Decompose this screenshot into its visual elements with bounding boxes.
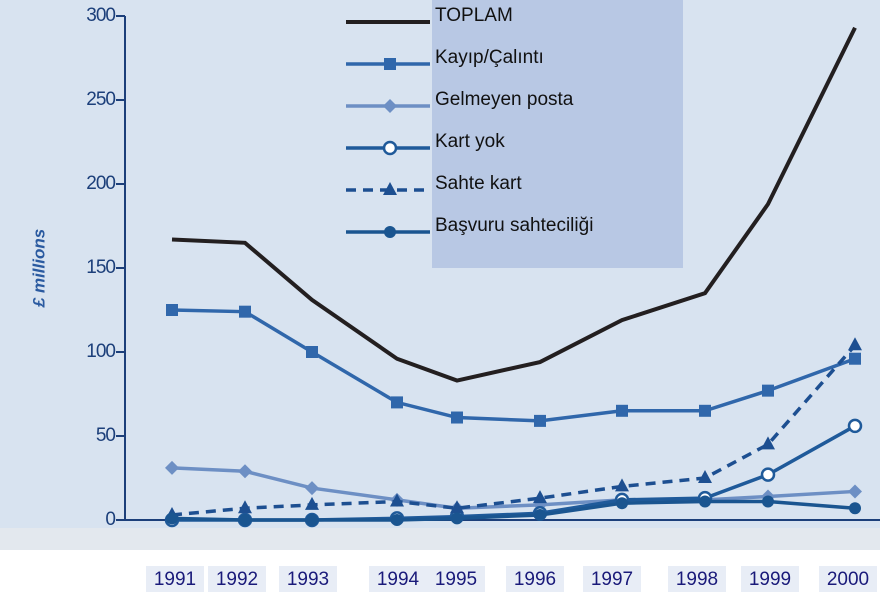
legend-bg — [432, 0, 683, 268]
x-tick-label: 1991 — [154, 569, 196, 590]
marker — [848, 484, 862, 499]
y-axis-label: £ millions — [29, 229, 48, 308]
legend-label: TOPLAM — [435, 5, 513, 26]
marker — [533, 490, 547, 504]
marker — [761, 436, 775, 450]
x-label-bg — [279, 566, 337, 592]
marker — [534, 414, 546, 427]
legend-label: Kart yok — [435, 131, 505, 152]
marker — [306, 514, 318, 526]
y-tick-label: 0 — [105, 509, 115, 530]
marker — [762, 384, 774, 397]
marker — [450, 500, 464, 514]
marker — [391, 514, 403, 526]
legend-label: Gelmeyen posta — [435, 89, 574, 110]
marker — [391, 396, 403, 409]
marker — [847, 418, 863, 434]
series-line — [171, 344, 857, 517]
x-tick-label: 1995 — [435, 569, 477, 590]
marker — [451, 411, 463, 424]
axis-band — [0, 528, 880, 550]
marker — [760, 467, 776, 482]
marker — [451, 512, 463, 525]
x-label-bg — [427, 566, 485, 592]
marker — [534, 508, 546, 521]
y-tick-label: 250 — [86, 89, 115, 110]
marker — [699, 495, 711, 508]
marker — [615, 478, 629, 492]
legend-marker — [382, 140, 398, 156]
marker — [238, 464, 252, 479]
marker — [848, 337, 862, 351]
x-label-bg — [369, 566, 427, 592]
x-tick-label: 1994 — [377, 569, 420, 590]
x-label-bg — [583, 566, 641, 592]
marker — [166, 304, 178, 316]
x-label-bg — [146, 566, 204, 592]
x-label-bg — [506, 566, 564, 592]
x-label-bg — [208, 566, 266, 592]
marker — [699, 404, 711, 417]
legend-label: Sahte kart — [435, 173, 522, 194]
marker — [305, 496, 319, 510]
legend-marker — [384, 226, 396, 238]
marker — [166, 512, 178, 525]
marker — [616, 404, 628, 417]
marker — [239, 514, 251, 526]
x-tick-label: 1998 — [676, 569, 718, 590]
legend-label: Başvuru sahteciliği — [435, 215, 593, 236]
marker — [238, 500, 252, 514]
marker — [849, 502, 861, 515]
x-tick-label: 1997 — [591, 569, 633, 590]
y-tick-label: 200 — [86, 173, 115, 194]
y-tick-label: 150 — [86, 257, 115, 278]
marker — [616, 497, 628, 510]
marker — [698, 470, 712, 483]
marker — [390, 493, 404, 507]
series-line — [171, 308, 856, 423]
y-tick-label: 100 — [86, 341, 115, 362]
x-tick-label: 1993 — [287, 569, 329, 590]
series-line — [171, 466, 856, 510]
series-line — [171, 499, 856, 522]
x-tick-label: 1992 — [216, 569, 258, 590]
series-line — [171, 26, 857, 383]
marker — [165, 460, 179, 475]
marker — [306, 346, 318, 358]
legend-marker — [383, 182, 397, 195]
x-label-bg — [741, 566, 799, 592]
x-label-bg — [668, 566, 726, 592]
legend-marker — [384, 58, 396, 70]
marker — [239, 305, 251, 318]
y-tick-label: 50 — [96, 425, 116, 446]
x-tick-label: 1999 — [749, 569, 791, 590]
legend-marker — [383, 99, 397, 113]
marker — [305, 481, 319, 496]
marker — [849, 352, 861, 365]
x-tick-label: 1996 — [514, 569, 556, 590]
legend-label: Kayıp/Çalıntı — [435, 47, 544, 68]
x-label-bg — [819, 566, 877, 592]
x-tick-label: 2000 — [827, 569, 869, 590]
marker — [762, 495, 774, 508]
y-tick-label: 300 — [86, 5, 115, 26]
